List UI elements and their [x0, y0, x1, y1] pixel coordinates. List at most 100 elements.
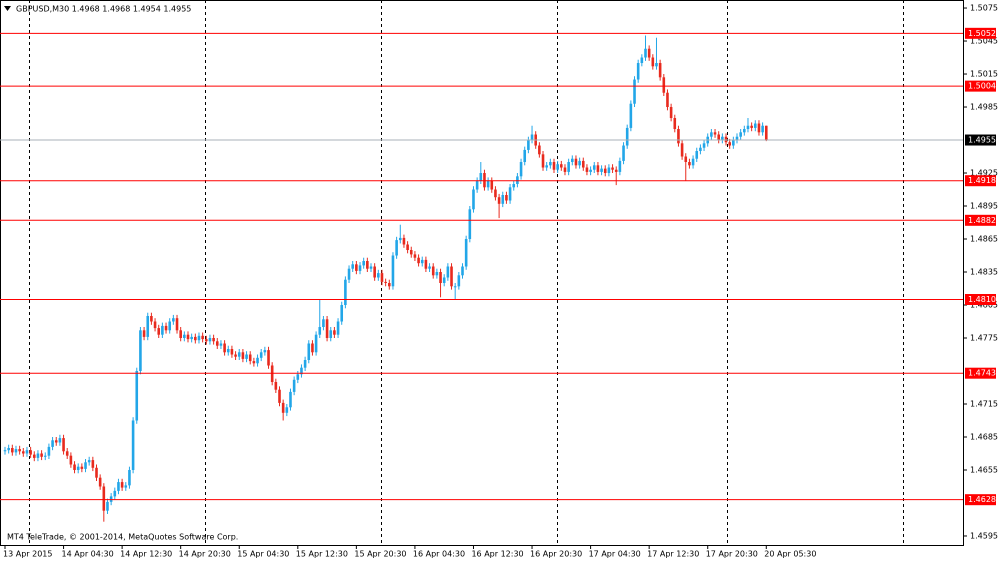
- candle-body: [424, 259, 428, 269]
- candle-body: [355, 264, 358, 271]
- candle-body: [175, 318, 179, 331]
- candle-body: [735, 136, 739, 141]
- candle-body: [369, 266, 373, 269]
- candle-body: [677, 129, 680, 144]
- candle-body: [212, 337, 215, 342]
- candle-body: [512, 184, 516, 188]
- candle-body: [600, 168, 603, 172]
- candle-body: [22, 451, 25, 454]
- candle-body: [754, 123, 757, 128]
- candle-body: [168, 321, 171, 331]
- candle-body: [128, 469, 131, 486]
- x-tick-label: 15 Apr 04:30: [237, 550, 289, 559]
- candle-body: [571, 158, 574, 163]
- plot-border: [0, 0, 964, 546]
- candle-body: [300, 367, 303, 375]
- candle-body: [73, 464, 76, 470]
- candle-body: [303, 359, 307, 368]
- candle-body: [666, 92, 669, 108]
- level-label-bg: [965, 175, 996, 187]
- x-tick-label: 14 Apr 20:30: [179, 550, 231, 559]
- candle-body: [58, 438, 62, 443]
- level-label: 1.4628: [968, 495, 996, 504]
- candle-body: [190, 336, 193, 340]
- level-label: 1.4743: [968, 369, 996, 378]
- y-tick-label: 1.4775: [970, 333, 998, 342]
- candle-body: [54, 440, 58, 443]
- candle-body: [32, 454, 36, 458]
- candle-body: [442, 277, 446, 284]
- candle-body: [464, 239, 468, 267]
- level-label-bg: [965, 214, 996, 226]
- y-tick-label: 1.4895: [970, 202, 998, 211]
- candle-body: [395, 240, 398, 256]
- candle-body: [541, 154, 545, 168]
- candle-body: [201, 335, 204, 340]
- candle-body: [142, 330, 146, 337]
- x-tick-label: 13 Apr 2015: [3, 550, 52, 559]
- candle-body: [743, 129, 746, 133]
- candle-body: [318, 327, 322, 335]
- candle-body: [362, 261, 365, 266]
- candle-body: [84, 462, 87, 469]
- candle-body: [732, 140, 735, 146]
- candle-body: [739, 132, 742, 137]
- candle-body: [560, 164, 563, 168]
- candle-body: [398, 237, 402, 241]
- y-tick-label: 1.4655: [970, 465, 998, 474]
- candle-body: [501, 195, 505, 204]
- candle-body: [552, 162, 556, 170]
- y-tick-label: 1.4865: [970, 235, 998, 244]
- candle-body: [135, 370, 139, 421]
- candle-body: [281, 402, 285, 413]
- candle-body: [662, 77, 666, 93]
- level-label: 1.4810: [968, 295, 996, 304]
- candle-body: [131, 420, 135, 470]
- candle-body: [578, 160, 581, 166]
- candle-body: [358, 265, 362, 271]
- candle-body: [658, 63, 662, 78]
- candle-body: [585, 167, 589, 172]
- candle-body: [329, 330, 333, 338]
- candle-body: [516, 176, 519, 185]
- candle-body: [245, 354, 248, 359]
- candle-body: [461, 266, 464, 276]
- candle-body: [65, 451, 69, 456]
- candle-body: [724, 136, 728, 143]
- candle-body: [611, 167, 614, 170]
- level-label: 1.4882: [968, 216, 996, 225]
- candle-body: [388, 283, 391, 287]
- candle-body: [241, 352, 245, 359]
- chart-title: GBPUSD,M30 1.4968 1.4968 1.4954 1.4955: [16, 5, 191, 14]
- candle-body: [197, 335, 201, 341]
- candle-body: [457, 275, 461, 287]
- candle-body: [494, 189, 497, 198]
- candle-body: [161, 325, 164, 335]
- level-label: 1.5052: [968, 29, 996, 38]
- candle-body: [574, 158, 578, 166]
- candle-body: [592, 165, 596, 170]
- candle-body: [314, 334, 318, 353]
- candle-body: [406, 244, 409, 251]
- candle-body: [435, 272, 439, 276]
- candle-body: [106, 501, 109, 511]
- candle-body: [636, 63, 640, 80]
- candle-body: [325, 319, 329, 338]
- candle-body: [278, 389, 281, 403]
- candle-body: [486, 180, 490, 188]
- candle-body: [102, 486, 106, 511]
- candle-body: [497, 197, 501, 204]
- x-tick-label: 14 Apr 04:30: [62, 550, 114, 559]
- x-tick-label: 16 Apr 12:30: [471, 550, 523, 559]
- candle-body: [139, 330, 142, 371]
- candle-body: [713, 132, 717, 135]
- candle-body: [472, 189, 475, 210]
- candle-body: [91, 460, 95, 468]
- candle-body: [98, 477, 102, 487]
- current-price-label-bg: [965, 134, 996, 146]
- candle-body: [622, 145, 625, 161]
- candle-body: [252, 361, 256, 364]
- candle-body: [603, 168, 607, 174]
- candle-body: [80, 466, 84, 469]
- x-tick-label: 14 Apr 12:30: [120, 550, 172, 559]
